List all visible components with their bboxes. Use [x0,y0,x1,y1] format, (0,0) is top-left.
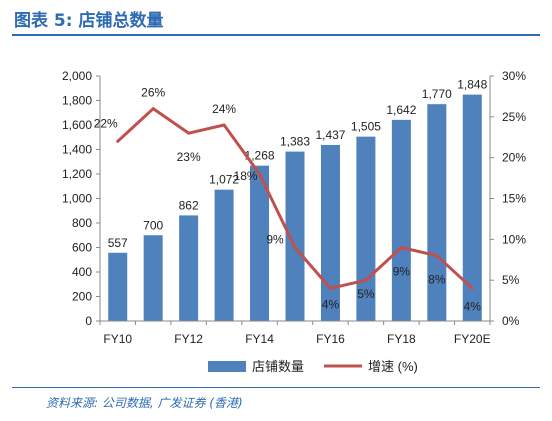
bar [250,165,270,321]
left-tick-label: 200 [72,290,92,304]
growth-value-label: 4% [464,299,482,313]
bar-value-label: 700 [143,218,163,232]
legend: 店铺数量 增速 (%) [208,359,418,374]
growth-point [116,139,120,143]
bar [285,151,305,321]
bar-value-label: 1,268 [245,149,275,163]
growth-value-label: 26% [141,86,165,100]
growth-point [222,123,226,127]
x-tick-label: FY20E [454,332,491,346]
bar [462,94,482,322]
right-tick-label: 10% [502,232,526,246]
bar [427,104,447,321]
bar-value-label: 1,770 [422,87,452,101]
bar [214,189,234,321]
growth-value-label: 9% [266,233,284,247]
growth-value-label: 5% [357,287,375,301]
bar-value-label: 1,437 [315,128,345,142]
left-tick-label: 800 [72,216,92,230]
bar-value-label: 1,848 [457,78,487,92]
bar-value-label: 557 [108,236,128,250]
bar [320,144,340,321]
legend-line-label: 增速 (%) [368,359,418,374]
right-tick-label: 0% [502,314,520,328]
x-tick-label: FY12 [174,332,203,346]
growth-point [151,107,155,111]
legend-bar-label: 店铺数量 [252,359,304,374]
growth-value-label: 4% [322,297,340,311]
figure-title: 图表 5: 店铺总数量 [14,11,164,31]
growth-value-label: 24% [212,102,236,116]
bar-value-label: 1,072 [209,173,239,187]
growth-point [364,278,368,282]
left-tick-label: 2,000 [62,69,92,83]
bar [108,252,128,321]
growth-point [293,246,297,249]
right-tick-label: 15% [502,192,526,206]
source-divider [12,387,540,388]
left-tick-label: 600 [72,241,92,255]
left-tick-label: 1,200 [62,167,92,181]
growth-point [470,286,474,290]
title-divider [12,34,540,36]
right-tick-label: 5% [502,273,520,287]
x-tick-label: FY16 [316,332,345,346]
growth-value-label: 23% [177,150,201,164]
x-tick-label: FY14 [245,332,274,346]
left-tick-label: 1,400 [62,143,92,157]
source-note: 资料来源: 公司数据, 广发证券 (香港) [46,396,243,410]
bar-value-label: 1,383 [280,135,310,149]
left-tick-label: 1,600 [62,118,92,132]
bar-value-label: 1,642 [386,103,416,117]
growth-value-label: 22% [94,116,118,130]
right-tick-label: 30% [502,69,526,83]
x-tick-label: FY18 [387,332,416,346]
right-axis: 0% 5% 10% 15% 20% 25% 30% [489,69,526,328]
growth-value-label: 18% [234,169,258,183]
legend-bar-swatch [208,361,246,372]
x-tick-label: FY10 [103,332,132,346]
right-tick-label: 20% [502,151,526,165]
growth-point [435,254,439,258]
left-axis: 0 200 400 600 800 1,000 1,200 1,400 1,600 1,800 2,… [62,69,101,328]
line-series: 22% 26% 23% 24% 18% 9% 4% 5% 9% 8% 4% [94,86,482,314]
growth-value-label: 8% [428,273,446,287]
growth-value-label: 9% [393,265,411,279]
growth-point [399,246,403,249]
x-axis: FY10 FY12 FY14 FY16 FY18 FY20E [99,320,491,346]
left-tick-label: 0 [85,314,92,328]
bar-value-label: 862 [179,198,199,212]
left-tick-label: 400 [72,265,92,279]
growth-point [187,131,191,135]
bar [179,215,199,321]
bar-value-label: 1,505 [351,120,381,134]
growth-point [258,172,262,176]
left-tick-label: 1,800 [62,94,92,108]
bar [391,119,411,321]
bar [143,235,163,321]
growth-point [328,286,332,290]
right-tick-label: 25% [502,110,526,124]
left-tick-label: 1,000 [62,192,92,206]
